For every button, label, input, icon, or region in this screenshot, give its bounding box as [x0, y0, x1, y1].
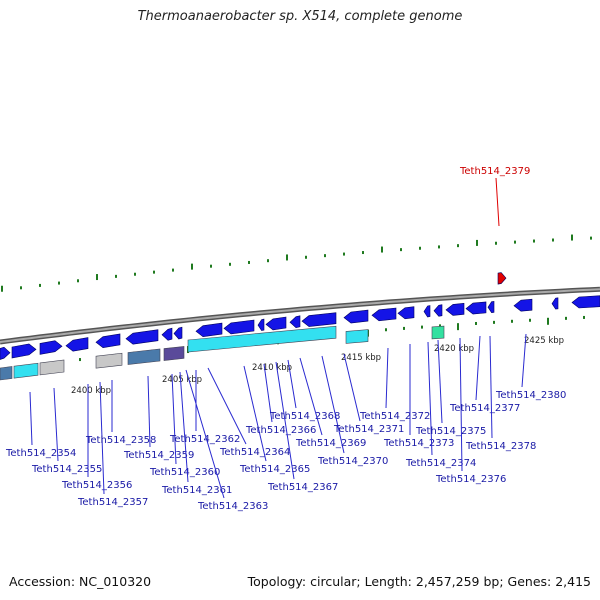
- gene-label[interactable]: Teth514_2365: [239, 464, 310, 475]
- gene-arrow[interactable]: [301, 312, 337, 327]
- gene-arrow-highlighted[interactable]: [497, 272, 507, 285]
- gene-leader-line: [321, 355, 345, 454]
- gene-leader-line: [427, 341, 433, 456]
- feature-block[interactable]: [0, 366, 13, 381]
- gene-label[interactable]: Teth514_2377: [449, 403, 520, 414]
- feature-block[interactable]: [39, 359, 65, 376]
- kbp-label: 2410 kbp: [252, 363, 292, 373]
- gene-arrow[interactable]: [397, 306, 415, 320]
- gene-arrow[interactable]: [95, 333, 121, 349]
- gene-label[interactable]: Teth514_2376: [435, 474, 506, 485]
- feature-block[interactable]: [95, 352, 123, 369]
- gene-label[interactable]: Teth514_2367: [267, 482, 338, 493]
- genome-backbone-highlight: [0, 288, 600, 343]
- gene-label[interactable]: Teth514_2357: [77, 497, 148, 508]
- feature-block[interactable]: [127, 348, 161, 365]
- gene-label[interactable]: Teth514_2378: [465, 441, 536, 452]
- gene-leader-line: [437, 339, 443, 424]
- gene-arrow[interactable]: [257, 318, 265, 331]
- gene-label[interactable]: Teth514_2364: [219, 447, 290, 458]
- feature-block[interactable]: [187, 325, 337, 353]
- highlighted-gene-label[interactable]: Teth514_2379: [459, 166, 530, 177]
- gene-label[interactable]: Teth514_2356: [61, 480, 132, 491]
- gene-arrow[interactable]: [125, 329, 159, 345]
- accession-text: Accession: NC_010320: [9, 574, 152, 589]
- gene-leader-line: [243, 365, 267, 462]
- gene-label[interactable]: Teth514_2372: [359, 411, 430, 422]
- gene-leader-line: [207, 367, 247, 445]
- feature-block[interactable]: [345, 329, 369, 344]
- gene-label[interactable]: Teth514_2361: [161, 485, 232, 496]
- gene-arrow[interactable]: [433, 304, 443, 317]
- gene-arrow[interactable]: [223, 319, 255, 335]
- gene-leader-line: [171, 373, 177, 465]
- gene-label[interactable]: Teth514_2366: [245, 425, 316, 436]
- gene-leader-line: [475, 335, 481, 401]
- gene-leader-line: [459, 337, 463, 472]
- gene-leader-line: [385, 347, 389, 409]
- gene-label[interactable]: Teth514_2363: [197, 501, 268, 512]
- gene-label[interactable]: Teth514_2374: [405, 458, 476, 469]
- gene-label[interactable]: Teth514_2371: [333, 424, 404, 435]
- gene-label[interactable]: Teth514_2358: [85, 435, 156, 446]
- gene-arrow[interactable]: [11, 343, 37, 359]
- gene-label[interactable]: Teth514_2362: [169, 434, 240, 445]
- map-title: Thermoanaerobacter sp. X514, complete ge…: [137, 9, 463, 24]
- feature-block[interactable]: [163, 346, 185, 361]
- gene-label[interactable]: Teth514_2375: [415, 426, 486, 437]
- highlighted-gene-leader-line: [495, 177, 500, 227]
- feature-block[interactable]: [431, 325, 445, 340]
- gene-arrow[interactable]: [445, 302, 465, 316]
- kbp-label: 2405 kbp: [162, 375, 202, 385]
- gene-leader-line: [299, 357, 323, 436]
- gene-arrow[interactable]: [551, 297, 559, 310]
- gene-arrow[interactable]: [265, 316, 287, 331]
- gene-leader-line: [29, 391, 33, 446]
- gene-label[interactable]: Teth514_2360: [149, 467, 220, 478]
- gene-label[interactable]: Teth514_2368: [269, 411, 340, 422]
- kbp-label: 2420 kbp: [434, 344, 474, 354]
- gene-leader-line: [179, 371, 189, 483]
- gene-leader-line: [263, 363, 273, 423]
- gene-leader-line: [343, 353, 361, 422]
- gene-leader-line: [53, 387, 59, 462]
- gene-label[interactable]: Teth514_2373: [383, 438, 454, 449]
- gene-label[interactable]: Teth514_2355: [31, 464, 102, 475]
- gene-leader-line: [99, 381, 105, 495]
- gene-label[interactable]: Teth514_2369: [295, 438, 366, 449]
- gene-arrow[interactable]: [65, 337, 89, 352]
- gene-label[interactable]: Teth514_2370: [317, 456, 388, 467]
- gene-arrow[interactable]: [465, 301, 487, 315]
- gene-arrow[interactable]: [513, 298, 533, 312]
- gene-leader-line: [489, 335, 493, 439]
- kbp-label: 2400 kbp: [71, 386, 111, 396]
- gene-leader-line: [185, 369, 225, 499]
- gene-arrow[interactable]: [0, 346, 11, 360]
- gene-arrow[interactable]: [343, 309, 369, 324]
- gene-label[interactable]: Teth514_2354: [5, 448, 76, 459]
- gene-label[interactable]: Teth514_2359: [123, 450, 194, 461]
- gene-arrow[interactable]: [289, 315, 301, 329]
- kbp-label: 2425 kbp: [524, 336, 564, 346]
- feature-block[interactable]: [13, 362, 39, 379]
- gene-label[interactable]: Teth514_2380: [495, 390, 566, 401]
- gene-arrow[interactable]: [423, 305, 431, 318]
- gene-arrow[interactable]: [487, 301, 495, 314]
- genome-summary-text: Topology: circular; Length: 2,457,259 bp…: [247, 574, 591, 589]
- gene-arrow[interactable]: [371, 307, 397, 322]
- gene-arrow[interactable]: [571, 295, 600, 309]
- gene-arrow[interactable]: [161, 327, 173, 341]
- kbp-label: 2415 kbp: [341, 353, 381, 363]
- gene-arrow[interactable]: [39, 340, 63, 355]
- gene-arrow[interactable]: [173, 326, 183, 340]
- gene-leader-line: [521, 333, 527, 388]
- gene-arrow[interactable]: [195, 322, 223, 338]
- gene-leader-line: [147, 375, 151, 448]
- gene-leader-line: [275, 361, 295, 480]
- gene-leader-line: [287, 359, 297, 409]
